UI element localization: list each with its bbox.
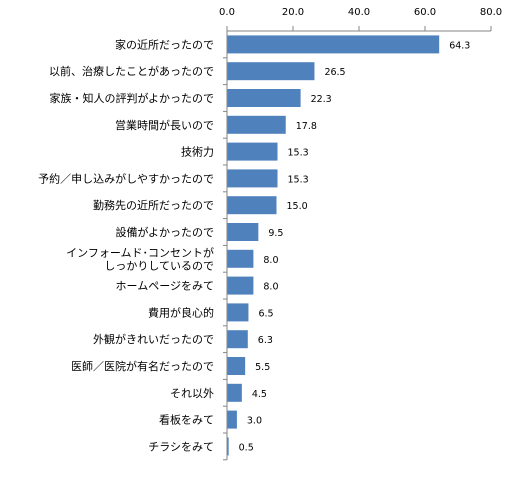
x-tick-label: 60.0	[414, 7, 436, 18]
category-label-line: それ以外	[170, 387, 214, 400]
category-labels: 家の近所だったので以前、治療したことがあったので家族・知人の評判がよかったので営…	[38, 37, 214, 453]
category-label: 医師／医院が有名だったので	[71, 359, 214, 373]
bar	[227, 35, 440, 54]
category-label: それ以外	[170, 387, 214, 400]
category-label: 家の近所だったので	[115, 37, 214, 51]
bar	[227, 410, 237, 429]
data-label: 4.5	[252, 389, 267, 400]
bar-series	[227, 35, 440, 456]
data-label: 0.5	[239, 442, 254, 453]
data-label: 22.3	[311, 94, 332, 105]
data-label: 8.0	[263, 282, 278, 293]
bar	[227, 115, 286, 134]
x-tick-label: 80.0	[480, 7, 502, 18]
category-label-line: 家族・知人の評判がよかったので	[50, 91, 214, 105]
data-label: 8.0	[263, 255, 278, 266]
bar	[227, 383, 242, 402]
category-label: 看板をみて	[159, 413, 214, 427]
category-label: チラシをみて	[148, 440, 214, 453]
category-label-line: 外観がきれいだったので	[93, 332, 214, 346]
data-labels: 64.3 26.5 22.3 17.8 15.3 15.3 15.0 9.5 8.0 8.0 6.5…	[239, 40, 471, 453]
category-label: 外観がきれいだったので	[93, 332, 214, 346]
bar	[227, 142, 278, 161]
category-label-line: チラシをみて	[148, 440, 214, 453]
category-label-line: 設備がよかったので	[116, 225, 214, 239]
data-label: 64.3	[449, 40, 470, 51]
x-tick-label: 40.0	[348, 7, 370, 18]
x-tick-label: 20.0	[282, 7, 304, 18]
data-label: 6.5	[258, 308, 273, 319]
data-label: 17.8	[296, 121, 317, 132]
category-label: 費用が良心的	[148, 305, 214, 319]
category-label-line: インフォームド･コンセントが	[66, 245, 214, 259]
bar	[227, 169, 278, 188]
category-label-line: ホームページをみて	[116, 280, 214, 293]
bar	[227, 249, 254, 268]
bar	[227, 330, 248, 349]
bar	[227, 303, 249, 322]
category-label: 以前、治療したことがあったので	[49, 64, 214, 78]
category-label: 技術力	[181, 146, 214, 159]
bar	[227, 62, 315, 81]
data-label: 5.5	[255, 362, 270, 373]
y-axis	[223, 31, 228, 461]
category-label-line: 看板をみて	[159, 413, 214, 427]
category-label: ホームページをみて	[116, 280, 214, 293]
data-label: 9.5	[268, 228, 283, 239]
category-label: 勤務先の近所だったので	[93, 198, 214, 212]
data-label: 15.0	[287, 201, 308, 212]
category-label: 営業時間が長いので	[115, 118, 214, 132]
data-label: 6.3	[258, 335, 273, 346]
bar	[227, 437, 229, 456]
bar	[227, 89, 301, 107]
bar	[227, 196, 277, 215]
data-label: 3.0	[247, 416, 262, 427]
category-label-line: 技術力	[181, 146, 214, 159]
category-label-line: 以前、治療したことがあったので	[49, 64, 214, 78]
category-label: インフォームド･コンセントがしっかりしているので	[66, 245, 214, 272]
category-label-line: 費用が良心的	[148, 305, 214, 319]
bar	[227, 223, 259, 241]
category-label: 設備がよかったので	[116, 225, 214, 239]
category-label-line: しっかりしているので	[104, 259, 214, 272]
data-label: 15.3	[287, 174, 308, 185]
data-label: 26.5	[324, 67, 345, 78]
bar	[227, 357, 246, 375]
category-label: 家族・知人の評判がよかったので	[50, 91, 214, 105]
x-tick-label: 0.0	[219, 7, 235, 18]
category-label: 予約／申し込みがしやすかったので	[38, 171, 214, 185]
x-axis: 0.0 20.0 40.0 60.0 80.0	[219, 7, 502, 32]
category-label-line: 家の近所だったので	[115, 37, 214, 51]
bar	[227, 276, 254, 295]
category-label-line: 予約／申し込みがしやすかったので	[38, 171, 214, 185]
data-label: 15.3	[287, 148, 308, 159]
category-label-line: 医師／医院が有名だったので	[71, 359, 214, 373]
category-label-line: 勤務先の近所だったので	[93, 198, 214, 212]
category-label-line: 営業時間が長いので	[115, 118, 214, 132]
